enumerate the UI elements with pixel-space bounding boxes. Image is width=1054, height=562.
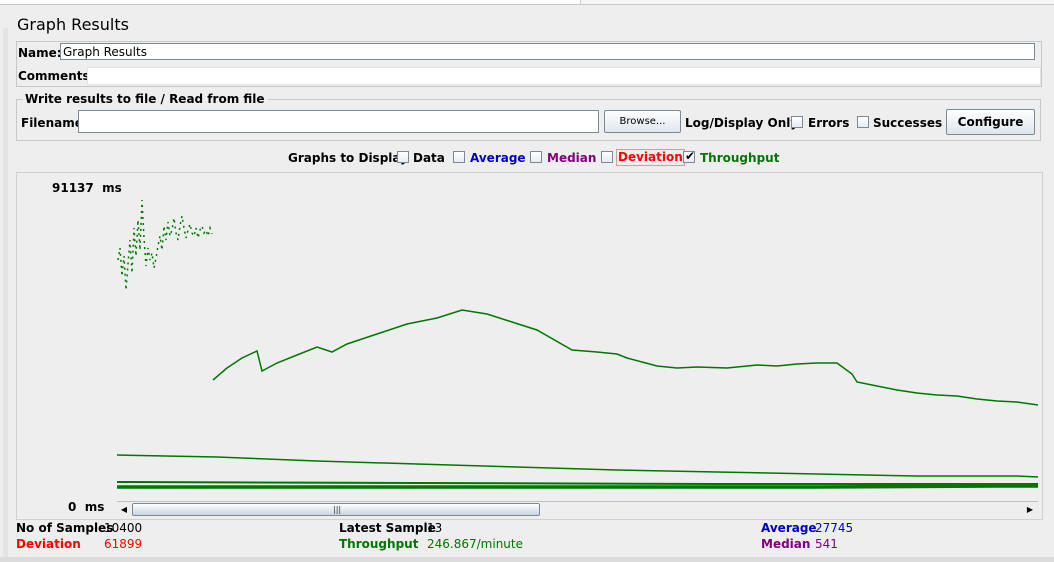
deviation-stat-label: Deviation bbox=[16, 537, 81, 551]
scroll-right-icon[interactable]: ▶ bbox=[1023, 502, 1037, 517]
median-option-label: Median bbox=[547, 151, 597, 165]
name-label: Name: bbox=[18, 46, 62, 60]
graphs-to-display-label: Graphs to Display bbox=[288, 151, 408, 165]
throughput-line-base1 bbox=[117, 481, 1038, 485]
checkmark-icon: ✔ bbox=[685, 149, 696, 163]
y-min-label: 0 ms bbox=[68, 500, 105, 514]
filename-label: Filename bbox=[21, 116, 83, 130]
errors-label: Errors bbox=[808, 116, 850, 130]
left-stripe bbox=[3, 28, 8, 558]
average-stat-label: Average bbox=[761, 521, 817, 535]
throughput-line-base2 bbox=[117, 484, 1038, 489]
name-field[interactable]: Graph Results bbox=[60, 43, 1035, 60]
no-of-samples-value: 10400 bbox=[104, 521, 143, 535]
throughput-line-main bbox=[212, 309, 1038, 406]
scroll-left-icon[interactable]: ◀ bbox=[117, 502, 131, 517]
average-option-label: Average bbox=[470, 151, 526, 165]
graph-panel bbox=[16, 172, 1043, 520]
deviation-option-label: Deviation bbox=[616, 149, 685, 166]
log-display-only-label: Log/Display Only: bbox=[685, 116, 803, 130]
y-max-label: 91137 ms bbox=[52, 181, 122, 195]
graph-plot bbox=[117, 199, 1038, 489]
browse-button[interactable]: Browse... bbox=[604, 110, 681, 133]
throughput-stat-value: 246.867/minute bbox=[427, 537, 523, 551]
comments-field[interactable] bbox=[87, 67, 1041, 85]
file-panel-title: Write results to file / Read from file bbox=[22, 92, 268, 106]
throughput-line-lower bbox=[117, 454, 1038, 478]
grip-icon: ||| bbox=[333, 505, 342, 514]
throughput-stat-label: Throughput bbox=[339, 537, 419, 551]
throughput-checkbox[interactable]: ✔ bbox=[683, 149, 696, 163]
median-stat-value: 541 bbox=[815, 537, 838, 551]
latest-sample-label: Latest Sample bbox=[339, 521, 436, 535]
data-checkbox[interactable] bbox=[397, 151, 409, 163]
median-stat-label: Median bbox=[761, 537, 811, 551]
median-checkbox[interactable] bbox=[530, 151, 542, 163]
filename-input[interactable] bbox=[78, 110, 599, 133]
deviation-checkbox[interactable] bbox=[601, 151, 613, 163]
file-panel bbox=[16, 99, 1041, 141]
top-border-segment bbox=[580, 0, 1054, 4]
average-checkbox[interactable] bbox=[453, 151, 465, 163]
throughput-scatter-segment bbox=[117, 199, 213, 291]
horizontal-scrollbar[interactable]: ◀ ||| ▶ bbox=[117, 501, 1038, 517]
throughput-option-label: Throughput bbox=[700, 151, 780, 165]
no-of-samples-label: No of Samples bbox=[16, 521, 114, 535]
data-option-label: Data bbox=[413, 151, 445, 165]
errors-checkbox[interactable] bbox=[791, 116, 803, 128]
page-title: Graph Results bbox=[17, 15, 129, 34]
latest-sample-value: 13 bbox=[427, 521, 443, 535]
scroll-thumb[interactable]: ||| bbox=[132, 503, 540, 516]
successes-label: Successes bbox=[873, 116, 943, 130]
average-stat-value: 27745 bbox=[815, 521, 854, 535]
comments-label: Comments: bbox=[18, 69, 95, 83]
top-border bbox=[0, 0, 1054, 5]
deviation-stat-value: 61899 bbox=[104, 537, 143, 551]
successes-checkbox[interactable] bbox=[857, 116, 869, 128]
configure-button[interactable]: Configure bbox=[946, 109, 1035, 135]
bottom-border bbox=[0, 557, 1054, 562]
